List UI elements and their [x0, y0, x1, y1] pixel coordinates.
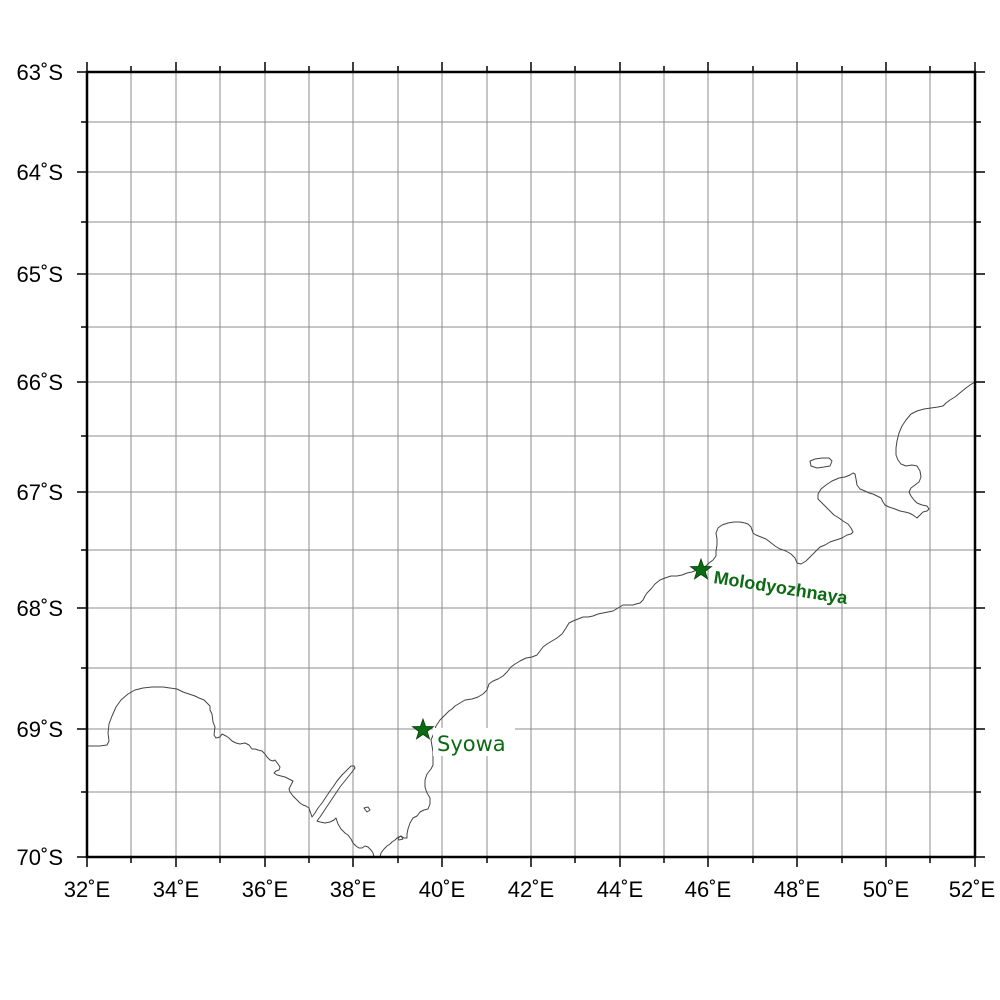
lon-label-46: 46˚E	[685, 877, 731, 902]
latitude-labels: 63˚S 64˚S 65˚S 66˚S 67˚S 68˚S 69˚S 70˚S	[17, 60, 63, 870]
axis-ticks	[77, 62, 985, 867]
station-label-molodyozhnaya: Molodyozhnaya	[712, 567, 849, 608]
lon-label-48: 48˚E	[774, 877, 820, 902]
lat-label-67: 67˚S	[17, 480, 63, 505]
lat-label-63: 63˚S	[17, 60, 63, 85]
lat-label-68: 68˚S	[17, 596, 63, 621]
graticule-grid	[87, 72, 975, 857]
station-label-syowa: Syowa	[437, 732, 506, 756]
station-molodyozhnaya[interactable]: Molodyozhnaya	[689, 557, 850, 608]
lon-label-38: 38˚E	[330, 877, 376, 902]
longitude-labels: 32˚E 34˚E 36˚E 38˚E 40˚E 42˚E 44˚E 46˚E …	[64, 877, 995, 902]
lon-label-52: 52˚E	[949, 877, 995, 902]
coastline	[87, 381, 976, 858]
station-star-icon	[689, 557, 713, 580]
lat-label-70: 70˚S	[17, 845, 63, 870]
lon-label-50: 50˚E	[863, 877, 909, 902]
lon-label-34: 34˚E	[153, 877, 199, 902]
lat-label-64: 64˚S	[17, 160, 63, 185]
lat-label-66: 66˚S	[17, 370, 63, 395]
station-star-icon	[411, 717, 435, 740]
lon-label-44: 44˚E	[597, 877, 643, 902]
lon-label-36: 36˚E	[242, 877, 288, 902]
lon-label-32: 32˚E	[64, 877, 110, 902]
station-label-background	[433, 728, 515, 756]
lat-label-65: 65˚S	[17, 262, 63, 287]
lat-label-69: 69˚S	[17, 717, 63, 742]
lon-label-40: 40˚E	[419, 877, 465, 902]
lon-label-42: 42˚E	[508, 877, 554, 902]
station-syowa[interactable]: Syowa	[411, 717, 516, 756]
